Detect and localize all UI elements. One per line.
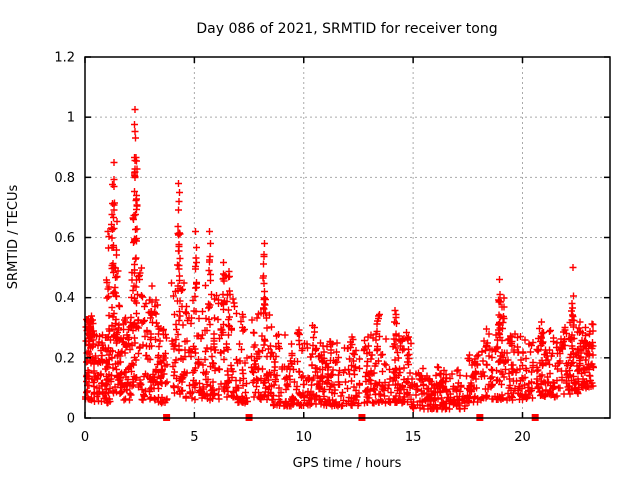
tick-labels: 0 5 10 15 20 0 0.2 0.4 0.6 0.8 1 1.2 xyxy=(54,51,530,446)
x-tick-label: 15 xyxy=(405,430,422,445)
y-tick-label: 0 xyxy=(67,412,75,427)
y-tick-label: 1 xyxy=(67,111,75,126)
chart-title: Day 086 of 2021, SRMTID for receiver ton… xyxy=(196,21,497,37)
y-tick-label: 1.2 xyxy=(54,51,75,66)
plot-frame xyxy=(84,56,611,419)
x-tick-label: 5 xyxy=(190,430,198,445)
x-tick-label: 0 xyxy=(81,430,89,445)
y-tick-label: 0.4 xyxy=(54,291,75,306)
x-tick-label: 20 xyxy=(514,430,531,445)
y-tick-label: 0.8 xyxy=(54,171,75,186)
y-tick-label: 0.2 xyxy=(54,351,75,366)
y-tick-label: 0.6 xyxy=(54,231,75,246)
x-axis-label: GPS time / hours xyxy=(293,456,402,471)
data-points xyxy=(82,106,597,421)
y-axis-label: SRMTID / TECUs xyxy=(6,185,21,290)
x-tick-label: 10 xyxy=(295,430,312,445)
